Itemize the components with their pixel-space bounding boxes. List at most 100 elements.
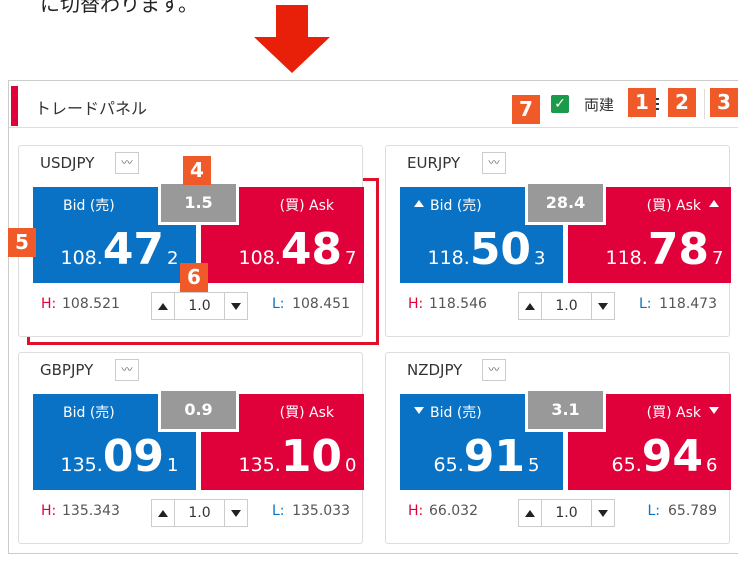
down-icon [598,302,608,310]
down-icon [598,509,608,517]
qty-up[interactable] [152,293,175,319]
price-prefix: 65. [611,454,642,476]
symbol: USDJPY [40,154,95,172]
price-suffix: 0 [345,455,357,476]
price-main: 50 [469,224,532,275]
ask-button[interactable]: (買) Ask 118.78 7 [568,187,731,283]
qty-down[interactable] [591,293,614,319]
down-arrow [254,5,330,73]
trend-icon [414,200,424,207]
price-main: 48 [280,224,343,275]
up-icon [525,509,535,517]
price-prefix: 65. [433,454,464,476]
price-prefix: 118. [427,247,470,269]
qty-value[interactable]: 1.0 [555,298,578,314]
accent-bar [11,86,18,126]
price-main: 94 [641,431,703,482]
symbol: NZDJPY [407,361,463,379]
high-value: 135.343 [62,503,120,519]
qty-down[interactable] [224,293,247,319]
ask-label: (買) Ask [646,405,701,421]
low-label: L: [271,503,285,519]
low-value: 118.473 [659,296,717,312]
ask-price: 118.78 7 [568,224,731,275]
divider [704,89,705,119]
down-icon [231,302,241,310]
low-value: 135.033 [292,503,350,519]
quantity-control: 1.0 [151,499,248,527]
price-suffix: 2 [167,248,179,269]
low-label: L: [271,296,285,312]
price-prefix: 135. [60,454,103,476]
caption: に切替わります。 [40,0,198,16]
qty-down[interactable] [224,500,247,526]
price-main: 78 [647,224,710,275]
low-value: 108.451 [292,296,350,312]
high-value: 66.032 [429,503,478,519]
price-suffix: 7 [712,248,724,269]
ask-label: (買) Ask [279,198,334,214]
chart-button[interactable]: 〰 [115,152,139,174]
qty-value[interactable]: 1.0 [188,505,211,521]
low-value: 65.789 [668,503,717,519]
high-label: H: [408,296,424,312]
ask-price: 108.48 7 [201,224,364,275]
step-badge: 7 [512,95,540,124]
price-prefix: 118. [605,247,648,269]
price-main: 47 [102,224,165,275]
spread: 28.4 [525,184,606,225]
price-main: 91 [463,431,525,482]
qty-value[interactable]: 1.0 [555,505,578,521]
step-badge: 1 [628,88,656,117]
bid-price: 118.50 3 [400,224,563,275]
currency-card: GBPJPY 〰 Bid (売) 135.09 1 (買) Ask 135.10 0 0.9 H:… [18,352,364,544]
bid-label: Bid (売) [63,198,115,214]
high-label: H: [41,503,57,519]
currency-card: EURJPY 〰 Bid (売) 118.50 3 (買) Ask 118.78 7 28.4 H… [385,145,731,337]
qty-value[interactable]: 1.0 [188,298,211,314]
quantity-control: 1.0 [151,292,248,320]
down-icon [231,509,241,517]
quantity-control: 1.0 [518,499,615,527]
chart-button[interactable]: 〰 [115,359,139,381]
bid-price: 135.09 1 [33,431,196,482]
chart-button[interactable]: 〰 [482,152,506,174]
bid-label: Bid (売) [63,405,115,421]
qty-up[interactable] [152,500,175,526]
step-badge: 3 [710,88,738,117]
high-value: 118.546 [429,296,487,312]
quantity-control: 1.0 [518,292,615,320]
spread: 0.9 [158,391,239,432]
ask-label: (買) Ask [646,198,701,214]
price-prefix: 108. [60,247,103,269]
spread: 1.5 [158,184,239,225]
low-label: L: [638,296,652,312]
hedge-label: 両建 [584,96,615,114]
step-badge: 4 [183,156,211,185]
price-suffix: 7 [345,248,357,269]
high-value: 108.521 [62,296,120,312]
qty-up[interactable] [519,293,542,319]
price-main: 10 [280,431,343,482]
trend-icon [709,200,719,207]
spread: 3.1 [525,391,606,432]
currency-card: NZDJPY 〰 Bid (売) 65.91 5 (買) Ask 65.94 6 3.1 H: 66… [385,352,731,544]
high-label: H: [408,503,424,519]
price-main: 09 [102,431,165,482]
qty-up[interactable] [519,500,542,526]
price-suffix: 1 [167,455,179,476]
up-icon [158,509,168,517]
hedge-checkbox[interactable]: ✓ [551,95,569,113]
ask-price: 65.94 6 [568,431,731,482]
trend-icon [414,407,424,414]
up-icon [158,302,168,310]
step-badge: 2 [668,88,696,117]
bid-price: 65.91 5 [400,431,563,482]
trend-icon [709,407,719,414]
panel-title: トレードパネル [35,99,148,118]
up-icon [525,302,535,310]
chart-button[interactable]: 〰 [482,359,506,381]
qty-down[interactable] [591,500,614,526]
price-suffix: 3 [534,248,546,269]
